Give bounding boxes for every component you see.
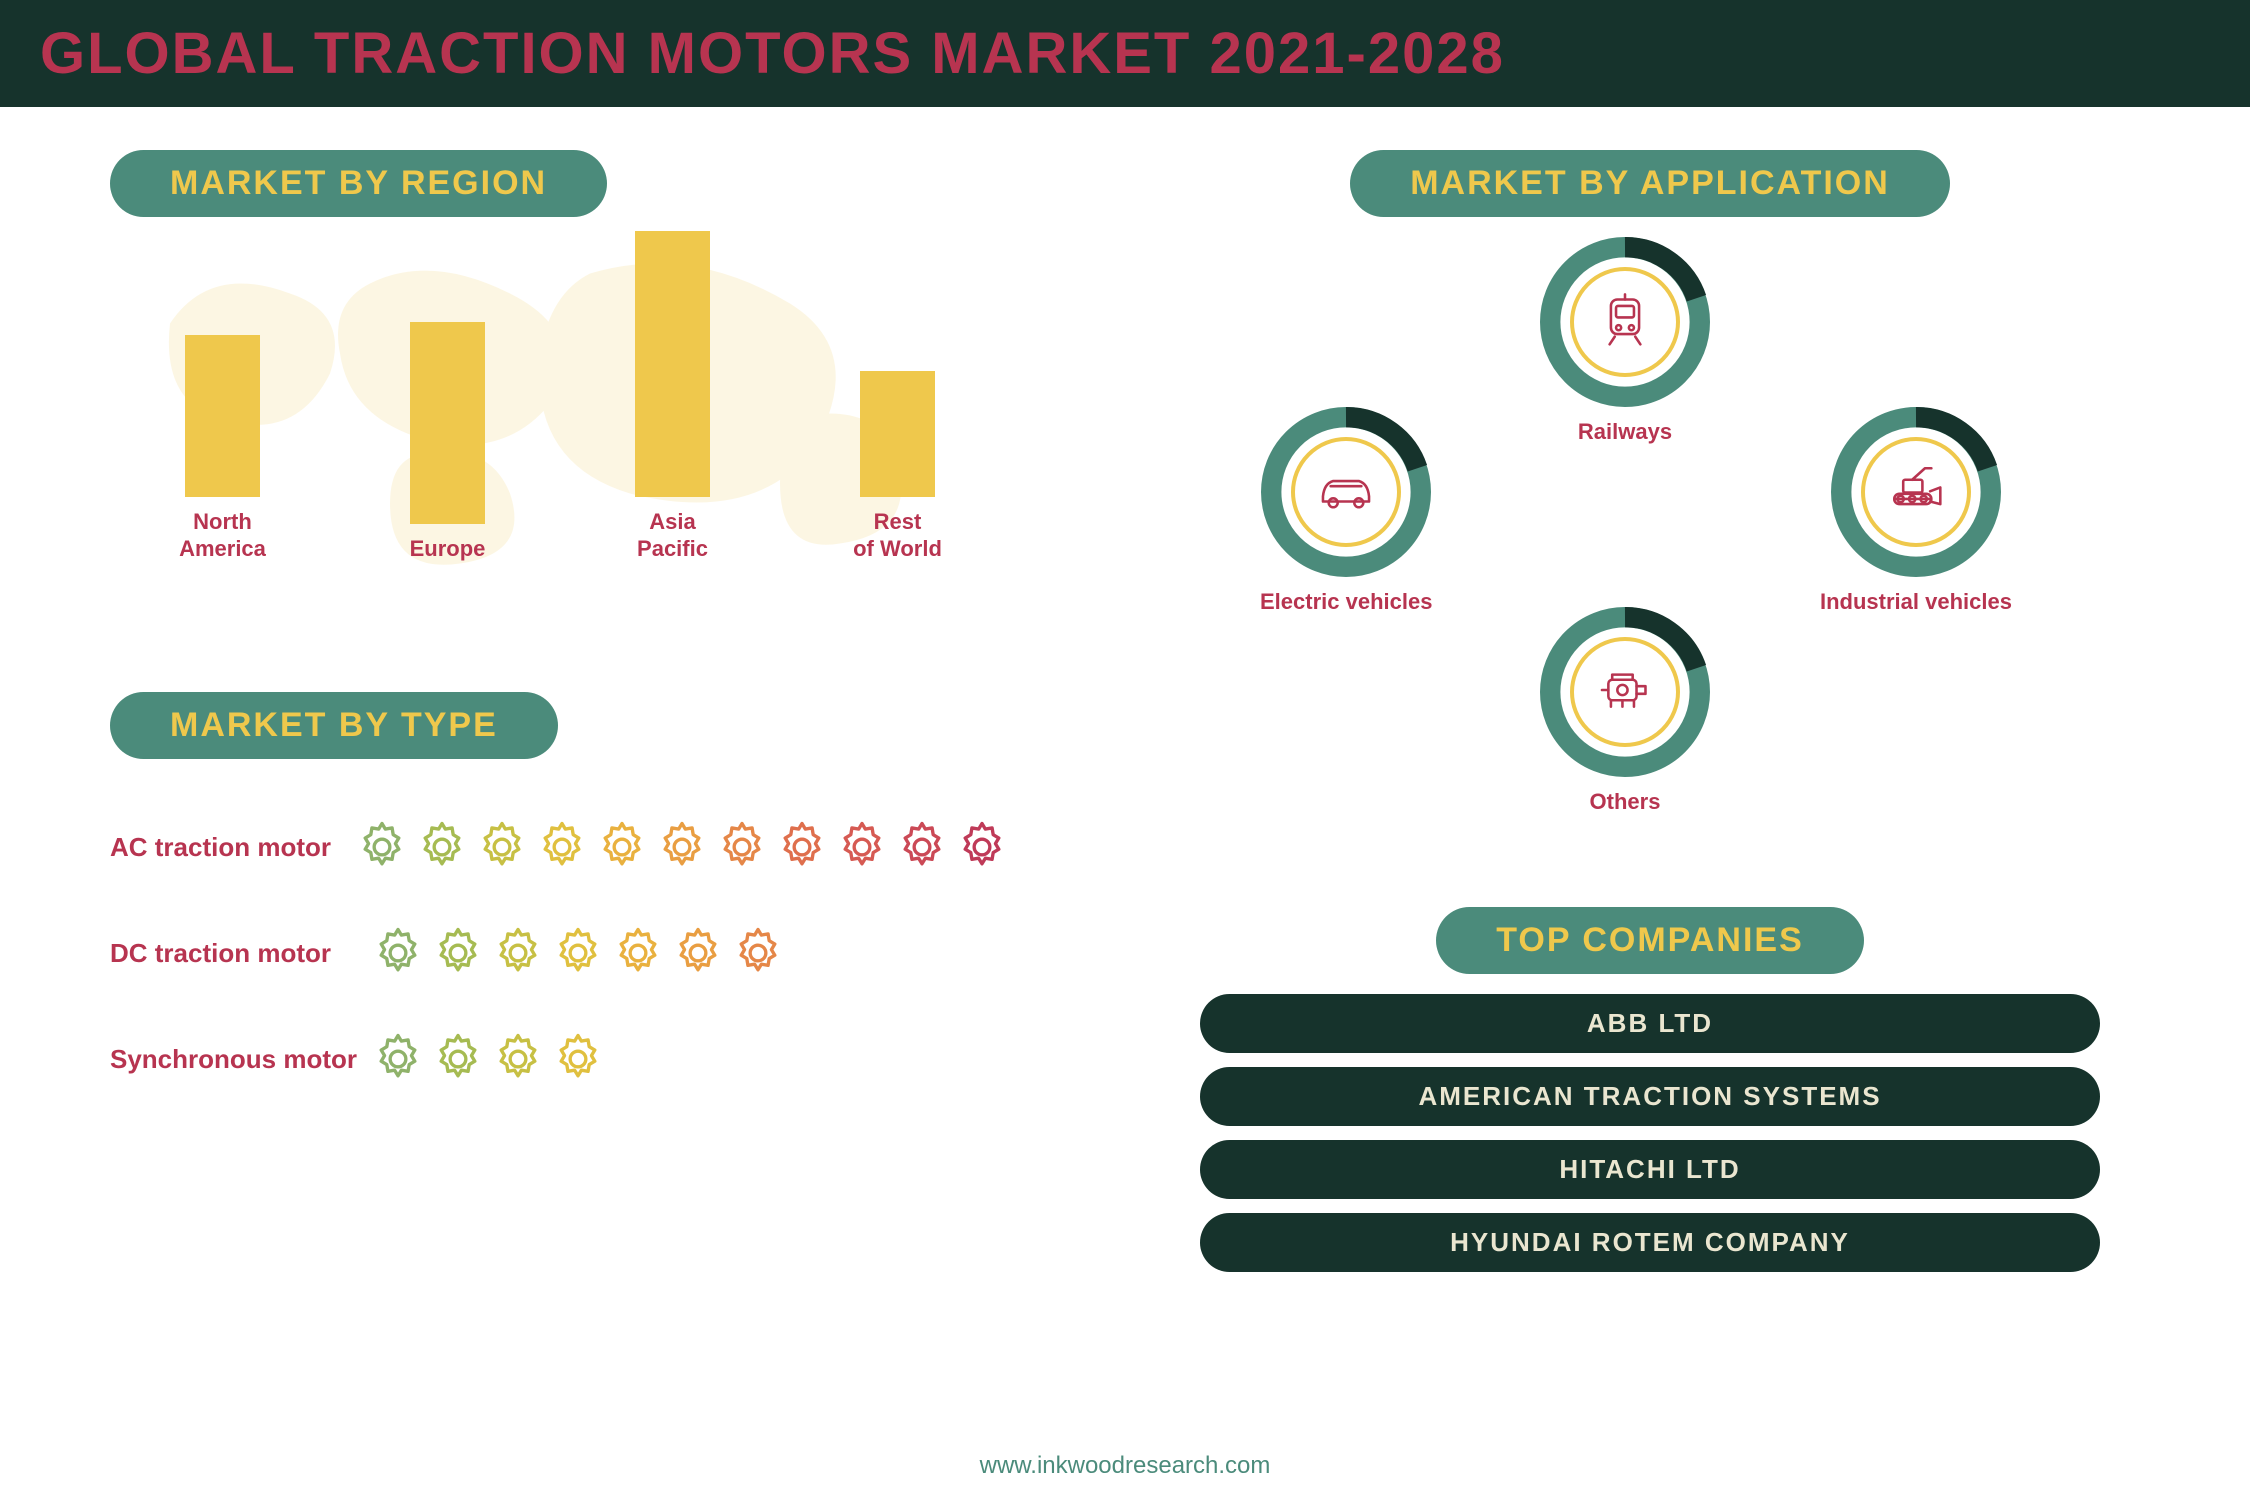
bar-label: Restof World [833, 509, 963, 562]
type-label: DC traction motor [110, 938, 370, 969]
gear-icon [894, 819, 950, 875]
bar-label: NorthAmerica [158, 509, 288, 562]
gear-icon [490, 1031, 546, 1087]
company-item: ABB LTD [1200, 994, 2100, 1053]
gear-icon [654, 819, 710, 875]
application-label: Industrial vehicles [1820, 589, 2012, 615]
type-row: DC traction motor [110, 925, 1010, 981]
application-item: Others [1540, 607, 1710, 815]
gear-row [370, 925, 786, 981]
application-circle [1540, 607, 1710, 777]
gear-icon [370, 925, 426, 981]
region-section-title: MARKET BY REGION [110, 150, 607, 217]
page-title: GLOBAL TRACTION MOTORS MARKET 2021-2028 [40, 20, 2210, 87]
companies-section-title: TOP COMPANIES [1436, 907, 1864, 974]
bar-label: Europe [383, 536, 513, 562]
type-row: AC traction motor [110, 819, 1010, 875]
bar-group: NorthAmerica [158, 335, 288, 562]
footer-url: www.inkwoodresearch.com [0, 1452, 2250, 1480]
gear-row [354, 819, 1010, 875]
bar-group: AsiaPacific [608, 231, 738, 562]
gear-icon [370, 1031, 426, 1087]
gear-icon [354, 819, 410, 875]
left-column: MARKET BY REGION NorthAmerica Europe AsiaP… [110, 150, 1010, 1137]
type-label: AC traction motor [110, 832, 354, 863]
application-circle [1831, 407, 2001, 577]
application-label: Electric vehicles [1260, 589, 1432, 615]
title-bar: GLOBAL TRACTION MOTORS MARKET 2021-2028 [0, 0, 2250, 107]
gear-icon [834, 819, 890, 875]
gear-icon [414, 819, 470, 875]
type-row: Synchronous motor [110, 1031, 1010, 1087]
gear-icon [730, 925, 786, 981]
gear-icon [594, 819, 650, 875]
type-label: Synchronous motor [110, 1044, 370, 1075]
gear-icon [534, 819, 590, 875]
type-section: MARKET BY TYPE AC traction motor DC tract… [110, 692, 1010, 1087]
bar [860, 371, 935, 497]
bar-group: Europe [383, 322, 513, 562]
application-section-title: MARKET BY APPLICATION [1350, 150, 1950, 217]
bar-label: AsiaPacific [608, 509, 738, 562]
application-item: Electric vehicles [1260, 407, 1432, 615]
application-grid: Railways Electric vehicles Industrial vehi… [1200, 237, 2100, 897]
gear-icon [550, 1031, 606, 1087]
gear-icon [430, 1031, 486, 1087]
application-label: Others [1540, 789, 1710, 815]
companies-section: TOP COMPANIES ABB LTD AMERICAN TRACTION S… [1200, 907, 2100, 1272]
gear-icon [610, 925, 666, 981]
gear-icon [670, 925, 726, 981]
bar-group: Restof World [833, 371, 963, 562]
type-section-title: MARKET BY TYPE [110, 692, 558, 759]
gear-row [370, 1031, 606, 1087]
application-label: Railways [1540, 419, 1710, 445]
gear-icon [474, 819, 530, 875]
region-section: MARKET BY REGION NorthAmerica Europe AsiaP… [110, 150, 1010, 622]
application-circle [1261, 407, 1431, 577]
gear-icon [430, 925, 486, 981]
gear-icon [714, 819, 770, 875]
gear-icon [954, 819, 1010, 875]
bar [185, 335, 260, 497]
company-item: AMERICAN TRACTION SYSTEMS [1200, 1067, 2100, 1126]
region-bar-chart: NorthAmerica Europe AsiaPacific Restof Worl… [110, 242, 1010, 622]
company-item: HITACHI LTD [1200, 1140, 2100, 1199]
gear-icon [490, 925, 546, 981]
application-item: Industrial vehicles [1820, 407, 2012, 615]
application-item: Railways [1540, 237, 1710, 445]
bar [635, 231, 710, 497]
gear-icon [550, 925, 606, 981]
bar [410, 322, 485, 524]
right-column: MARKET BY APPLICATION Railways Electric v… [1200, 150, 2100, 1286]
gear-icon [774, 819, 830, 875]
application-circle [1540, 237, 1710, 407]
company-item: HYUNDAI ROTEM COMPANY [1200, 1213, 2100, 1272]
